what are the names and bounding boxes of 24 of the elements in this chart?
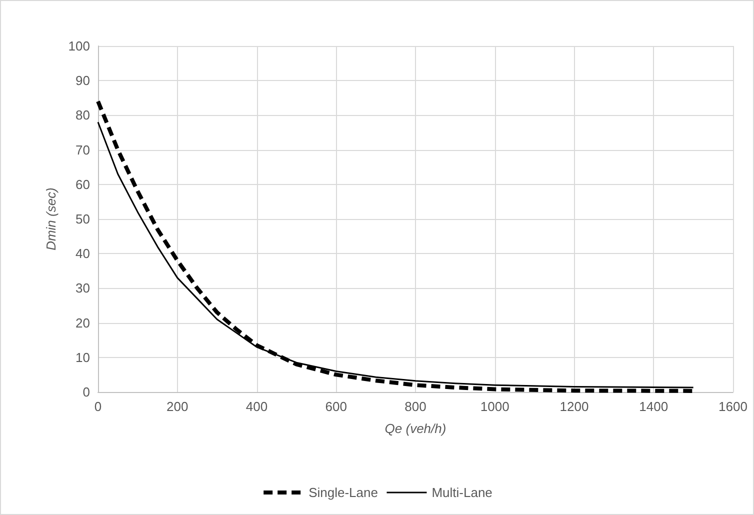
y-tick-label: 40 bbox=[76, 246, 90, 262]
y-tick-label: 100 bbox=[68, 38, 90, 54]
x-tick-label: 200 bbox=[166, 399, 188, 414]
y-tick-label: 0 bbox=[82, 384, 90, 400]
y-tick-label: 70 bbox=[76, 142, 90, 158]
legend-label: Multi-Lane bbox=[432, 485, 492, 500]
x-axis-title: Qe (veh/h) bbox=[384, 421, 446, 436]
y-tick-label: 60 bbox=[76, 176, 90, 192]
x-tick-label: 1600 bbox=[718, 399, 748, 414]
y-tick-label: 10 bbox=[76, 350, 90, 365]
y-tick-label: 50 bbox=[76, 212, 90, 226]
x-tick-label: 1000 bbox=[480, 399, 510, 414]
x-tick-label: 800 bbox=[404, 399, 426, 414]
y-tick-label: 30 bbox=[76, 280, 90, 296]
y-axis-title: Dmin (sec) bbox=[43, 188, 58, 250]
x-tick-label: 1200 bbox=[560, 399, 589, 414]
x-tick-label: 1400 bbox=[639, 399, 668, 414]
x-tick-label: 0 bbox=[94, 399, 102, 414]
x-tick-label: 400 bbox=[246, 399, 268, 414]
legend-label: Single-Lane bbox=[308, 485, 378, 500]
x-tick-label: 600 bbox=[325, 399, 347, 414]
y-tick-label: 90 bbox=[76, 73, 90, 88]
y-tick-label: 80 bbox=[76, 108, 90, 123]
y-tick-label: 20 bbox=[76, 315, 90, 330]
